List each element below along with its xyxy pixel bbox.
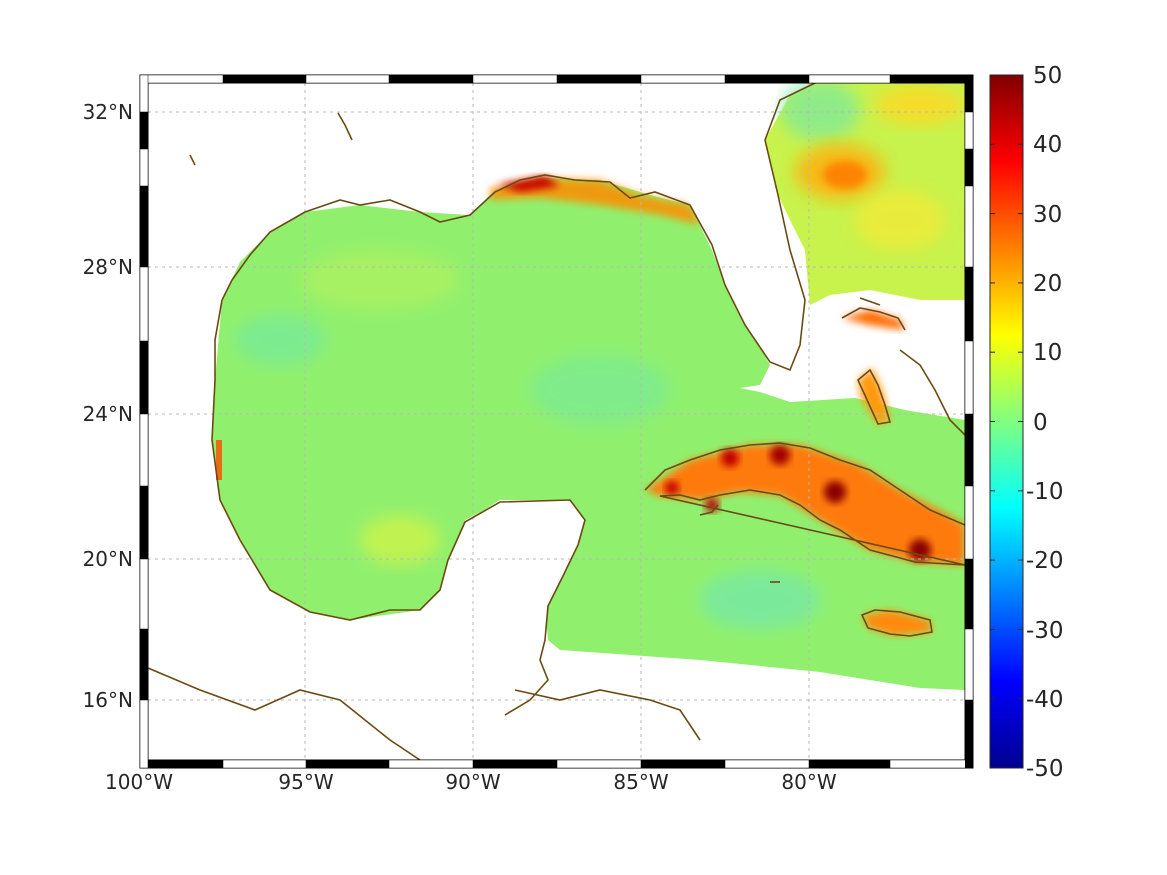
colorbar-tick-label: 20	[1033, 271, 1062, 297]
colorbar-labels: 50 40 30 20 10 0 -10 -20 -30 -40 -50	[1026, 63, 1064, 782]
colorbar-gradient	[989, 74, 1024, 769]
lat-label: 24°N	[83, 402, 133, 426]
colorbar-tick-label: 50	[1033, 63, 1062, 89]
colorbar-ticks	[990, 74, 1023, 769]
lat-label: 16°N	[83, 688, 133, 712]
lon-label: 100°W	[105, 770, 173, 794]
colorbar-tick-label: -10	[1026, 479, 1064, 505]
colorbar-tick-label: 30	[1033, 202, 1062, 228]
colorbar-tick-label: 40	[1033, 132, 1062, 158]
land-mask	[148, 83, 805, 760]
lon-label: 90°W	[445, 770, 500, 794]
colorbar: 50 40 30 20 10 0 -10 -20 -30 -40 -50	[989, 63, 1064, 782]
lat-label: 20°N	[83, 547, 133, 571]
coastlines	[148, 83, 965, 760]
lon-label: 80°W	[781, 770, 836, 794]
colorbar-tick-label: 10	[1033, 340, 1062, 366]
colorbar-tick-label: -30	[1026, 618, 1064, 644]
lon-label: 85°W	[613, 770, 668, 794]
colorbar-tick-label: -40	[1026, 687, 1064, 713]
data-field	[212, 83, 965, 690]
map-frame	[139, 74, 974, 769]
lat-label: 28°N	[83, 255, 133, 279]
lat-label: 32°N	[83, 100, 133, 124]
lon-labels: 100°W 95°W 90°W 85°W 80°W	[105, 770, 837, 794]
lat-labels: 32°N 28°N 24°N 20°N 16°N	[83, 100, 133, 712]
colorbar-tick-label: -20	[1026, 548, 1064, 574]
lon-label: 95°W	[278, 770, 333, 794]
colorbar-tick-label: 0	[1033, 410, 1048, 436]
colorbar-tick-label: -50	[1026, 756, 1064, 782]
